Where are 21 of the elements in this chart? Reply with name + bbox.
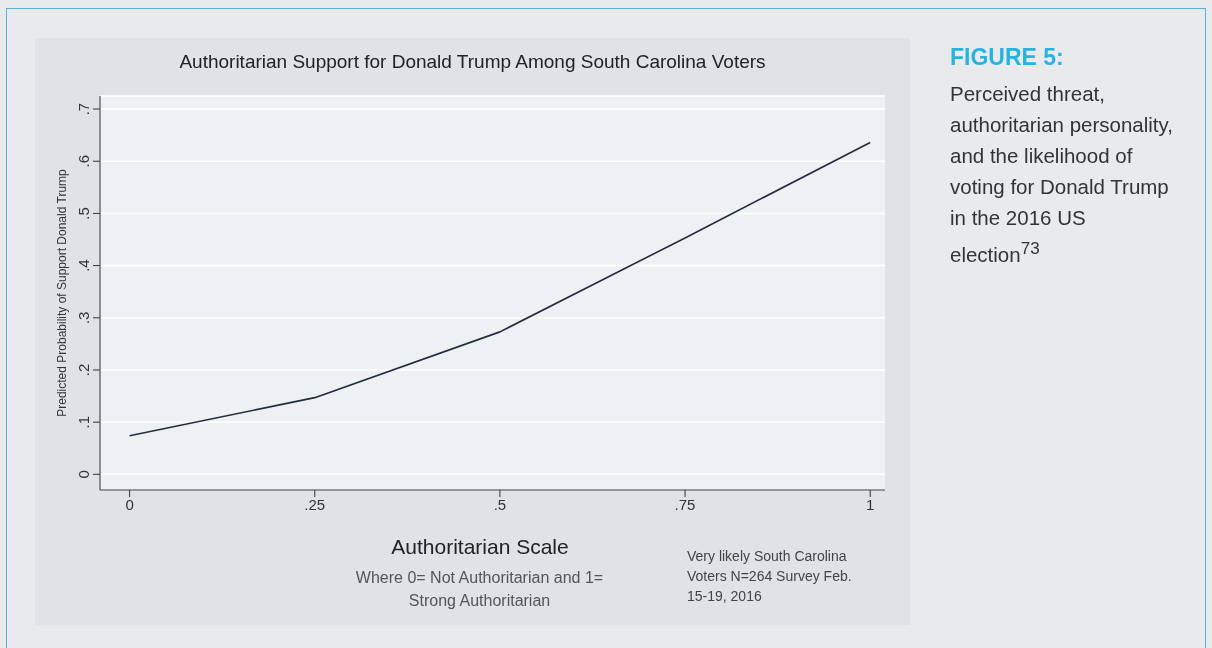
x-axis-title: Authoritarian Scale [390,535,570,559]
y-tick-label: .3 [75,311,92,325]
y-axis-title: Predicted Probability of Support Donald Trump [55,168,70,417]
line-series [128,141,871,437]
y-tick-label: .4 [75,259,92,272]
chart-title: Authoritarian Support for Donald Trump Among South Carolina Voters [178,51,767,73]
x-tick-label: 0 [125,495,134,513]
x-tick-label: .25 [304,495,326,513]
text: Where 0= Not Authoritarian and 1= Strong Authoritarian [354,568,605,611]
y-tick-label: .2 [75,363,92,377]
y-tick-label: .6 [75,154,92,168]
text: Perceived threat, authoritarian personality, and the likelihood of voting for Donald Trump in the 2016 US election$^{73}$ [950,81,1174,268]
x-tick-label: .5 [493,495,507,513]
text: Very likely South Carolina Voters N=264 Survey Feb. 15-19, 2016 [687,547,853,606]
x-tick-label: .75 [674,495,696,513]
y-tick-label: .1 [75,415,92,429]
y-tick-label: .5 [75,207,92,220]
x-tick-label: 1 [866,495,875,513]
caption: FIGURE 5: [950,44,1064,71]
y-tick-label: 0 [75,470,92,479]
y-tick-label: .7 [75,102,92,116]
